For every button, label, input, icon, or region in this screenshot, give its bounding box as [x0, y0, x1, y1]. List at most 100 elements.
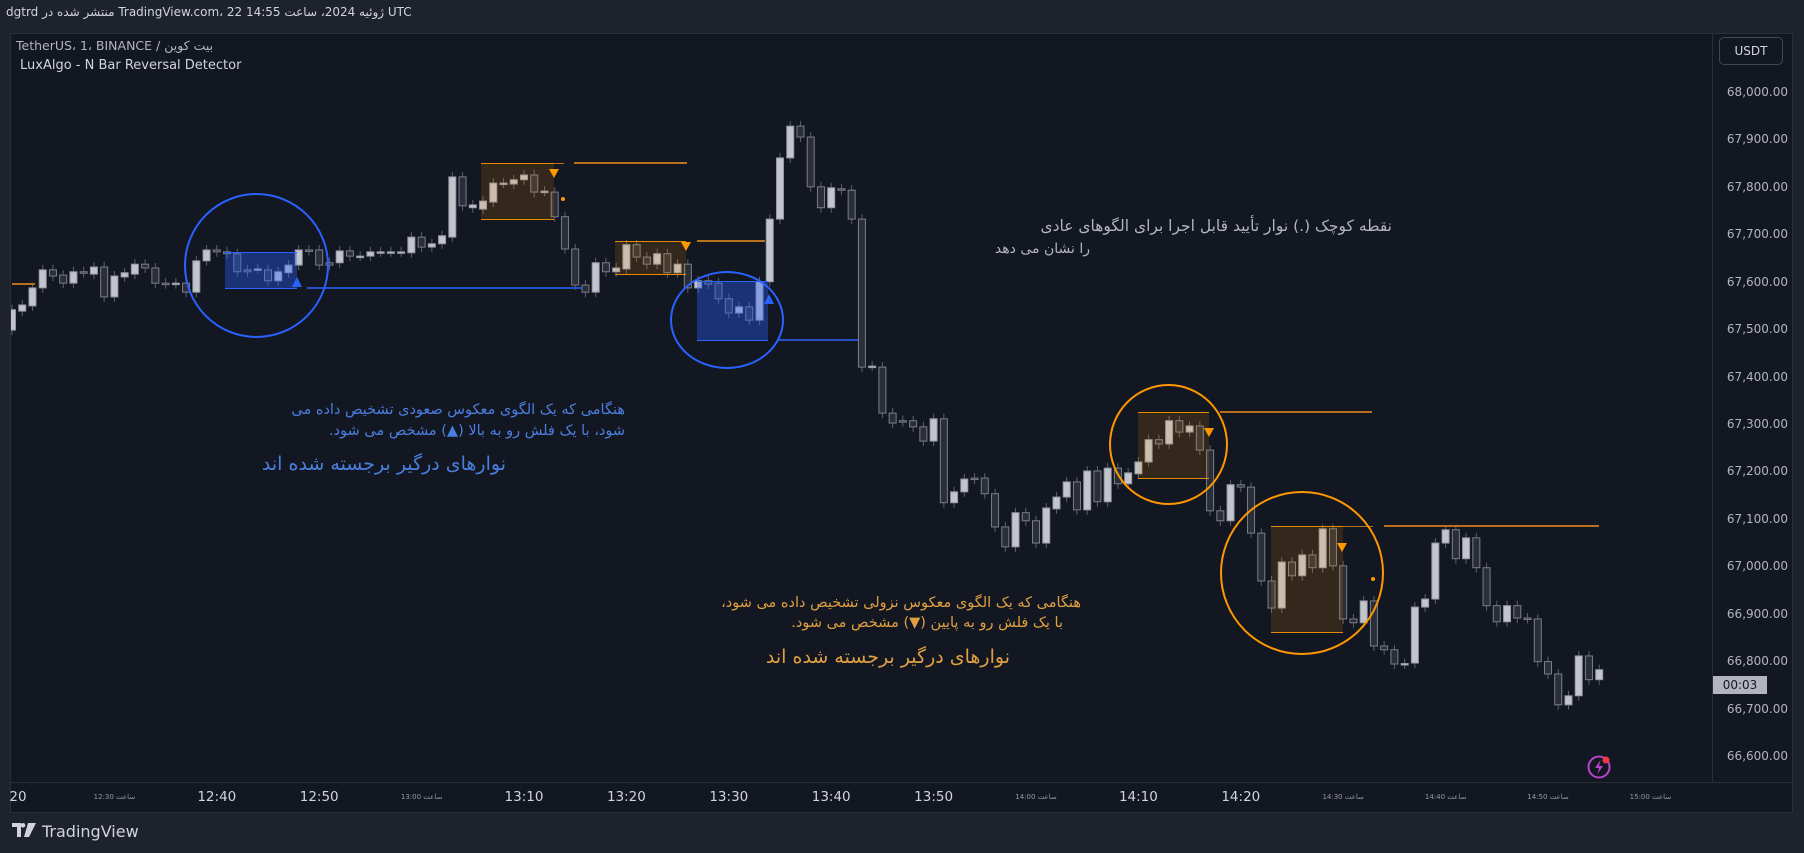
candle: [1247, 482, 1256, 539]
candle: [1523, 612, 1532, 624]
candle: [816, 181, 825, 213]
candle: [489, 178, 498, 208]
bull-candle-body: [120, 272, 129, 278]
candle: [1410, 602, 1419, 669]
candle: [1195, 420, 1204, 456]
price-tick-label: 67,500.00: [1726, 322, 1788, 337]
candle: [1267, 576, 1276, 614]
candle: [1236, 479, 1245, 493]
bull-candle-body: [489, 182, 498, 203]
bear-candle-body: [1554, 673, 1563, 706]
currency-button[interactable]: USDT: [1719, 37, 1783, 65]
footer-brand[interactable]: TradingView: [12, 822, 139, 841]
candle: [294, 244, 303, 271]
candle: [366, 246, 375, 262]
bull-candle-body: [499, 182, 508, 186]
candle: [1513, 600, 1522, 623]
candle: [1492, 600, 1501, 627]
candle: [1451, 524, 1460, 564]
bear-candle-body: [909, 420, 918, 428]
candle: [1400, 658, 1409, 670]
symbol-legend[interactable]: TetherUS، 1، BINANCE / بیت کوین: [16, 38, 214, 53]
candle: [735, 301, 744, 319]
bear-candle-body: [417, 236, 426, 248]
price-axis[interactable]: [1712, 34, 1793, 782]
bear-candle-body: [1032, 520, 1040, 544]
bear-candle-body: [151, 267, 160, 284]
bull-candle-body: [335, 250, 344, 264]
bull-candle-body: [1400, 663, 1409, 666]
bear-candle-body: [796, 125, 805, 138]
candle: [847, 185, 856, 225]
bear-candle-body: [1533, 618, 1542, 663]
price-tick-label: 66,600.00: [1726, 749, 1788, 764]
bull-candle-body: [520, 174, 528, 181]
candle: [1298, 549, 1307, 581]
bear-candle-body: [704, 280, 713, 285]
candle: [950, 486, 959, 508]
candle: [1113, 463, 1122, 489]
bear-candle-body: [1195, 425, 1204, 451]
bull-candle-body: [89, 266, 98, 275]
bull-candle-body: [356, 255, 365, 259]
bull-candle-body: [929, 418, 938, 442]
bear-candle-body: [1339, 565, 1348, 620]
bull-candle-body: [130, 263, 139, 275]
bull-candle-body: [1431, 542, 1440, 600]
bull-candle-body: [1134, 461, 1143, 475]
bear-candle-body: [857, 218, 866, 368]
bear-candle-body: [1236, 484, 1245, 488]
candle: [1462, 532, 1471, 564]
candle: [345, 245, 354, 262]
candle: [1390, 644, 1399, 670]
bearish-note-line1: هنگامی که یک الگوی معکوس نزولی تشخیص داد…: [721, 595, 1081, 611]
bear-candle-body: [1380, 645, 1389, 651]
candle: [1103, 463, 1112, 507]
bull-candle-body: [448, 176, 457, 238]
candle: [642, 252, 651, 270]
bear-candle-body: [663, 253, 672, 274]
time-tick-label: ساعت 15:00: [1629, 793, 1672, 801]
bull-candle-body: [1042, 507, 1051, 544]
bear-candle-body: [233, 253, 242, 273]
bull-candle-body: [407, 236, 416, 254]
candle: [724, 293, 733, 319]
bear-candle-body: [888, 412, 897, 424]
bear-candle-body: [550, 191, 559, 218]
candle: [694, 275, 703, 293]
bear-candle-body: [837, 188, 846, 191]
candle: [1359, 595, 1368, 628]
candle: [683, 259, 692, 293]
bull-candle-body: [1462, 537, 1471, 560]
bar-countdown-label: 00:03: [1713, 676, 1767, 694]
candle: [1369, 595, 1378, 651]
candle: [1574, 650, 1583, 701]
lightning-icon[interactable]: [1586, 754, 1612, 780]
tradingview-logo-icon: [12, 822, 36, 841]
bull-candle-body: [960, 478, 969, 493]
bearish-heading: نوارهای درگیر برجسته شده اند: [765, 646, 1010, 668]
candle: [48, 264, 57, 282]
bull-candle-body: [366, 251, 375, 257]
indicator-legend[interactable]: LuxAlgo - N Bar Reversal Detector: [20, 58, 242, 73]
published-info: dgtrd منتشر شده در TradingView.com، 22 ژ…: [6, 5, 412, 19]
bear-candle-body: [345, 250, 354, 257]
candle: [622, 239, 631, 274]
bull-candle-body: [1011, 512, 1020, 548]
candle: [939, 413, 948, 508]
bull-candle-body: [591, 262, 600, 293]
bull-candle-body: [386, 251, 395, 254]
bear-candle-body: [581, 284, 590, 293]
price-tick-label: 67,900.00: [1726, 132, 1788, 147]
candle: [397, 246, 406, 257]
bear-candle-body: [1175, 420, 1184, 433]
bear-candle-body: [1288, 561, 1296, 577]
bull-candle-body: [1503, 605, 1512, 623]
bull-candle-body: [38, 269, 47, 289]
bear-candle-body: [898, 420, 907, 423]
bear-candle-body: [1001, 526, 1010, 548]
time-axis[interactable]: [11, 782, 1792, 813]
chart-canvas[interactable]: [11, 34, 1712, 782]
candle: [274, 266, 283, 286]
bear-candle-body: [1369, 600, 1378, 647]
